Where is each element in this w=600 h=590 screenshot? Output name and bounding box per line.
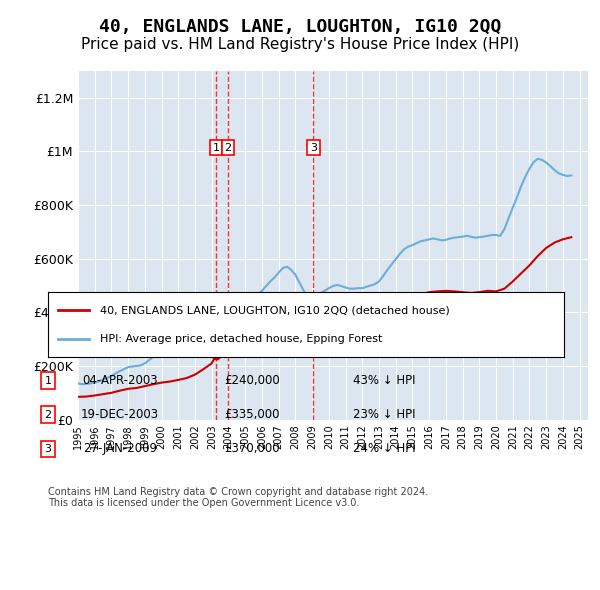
Text: 24% ↓ HPI: 24% ↓ HPI xyxy=(353,442,415,455)
Text: Contains HM Land Registry data © Crown copyright and database right 2024.
This d: Contains HM Land Registry data © Crown c… xyxy=(48,487,428,509)
Text: £370,000: £370,000 xyxy=(224,442,280,455)
Text: 3: 3 xyxy=(44,444,52,454)
Text: £240,000: £240,000 xyxy=(224,374,280,387)
Text: £335,000: £335,000 xyxy=(224,408,280,421)
Text: HPI: Average price, detached house, Epping Forest: HPI: Average price, detached house, Eppi… xyxy=(100,334,382,344)
Text: 19-DEC-2003: 19-DEC-2003 xyxy=(81,408,159,421)
Text: 2: 2 xyxy=(224,143,232,153)
Text: 43% ↓ HPI: 43% ↓ HPI xyxy=(353,374,415,387)
Text: 1: 1 xyxy=(212,143,220,153)
Text: 23% ↓ HPI: 23% ↓ HPI xyxy=(353,408,415,421)
Text: 1: 1 xyxy=(44,376,52,385)
Text: 40, ENGLANDS LANE, LOUGHTON, IG10 2QQ: 40, ENGLANDS LANE, LOUGHTON, IG10 2QQ xyxy=(99,18,501,35)
Text: 27-JAN-2009: 27-JAN-2009 xyxy=(83,442,157,455)
Text: Price paid vs. HM Land Registry's House Price Index (HPI): Price paid vs. HM Land Registry's House … xyxy=(81,37,519,52)
Text: 40, ENGLANDS LANE, LOUGHTON, IG10 2QQ (detached house): 40, ENGLANDS LANE, LOUGHTON, IG10 2QQ (d… xyxy=(100,305,449,315)
Text: 04-APR-2003: 04-APR-2003 xyxy=(82,374,158,387)
Text: 2: 2 xyxy=(44,410,52,419)
Text: 3: 3 xyxy=(310,143,317,153)
